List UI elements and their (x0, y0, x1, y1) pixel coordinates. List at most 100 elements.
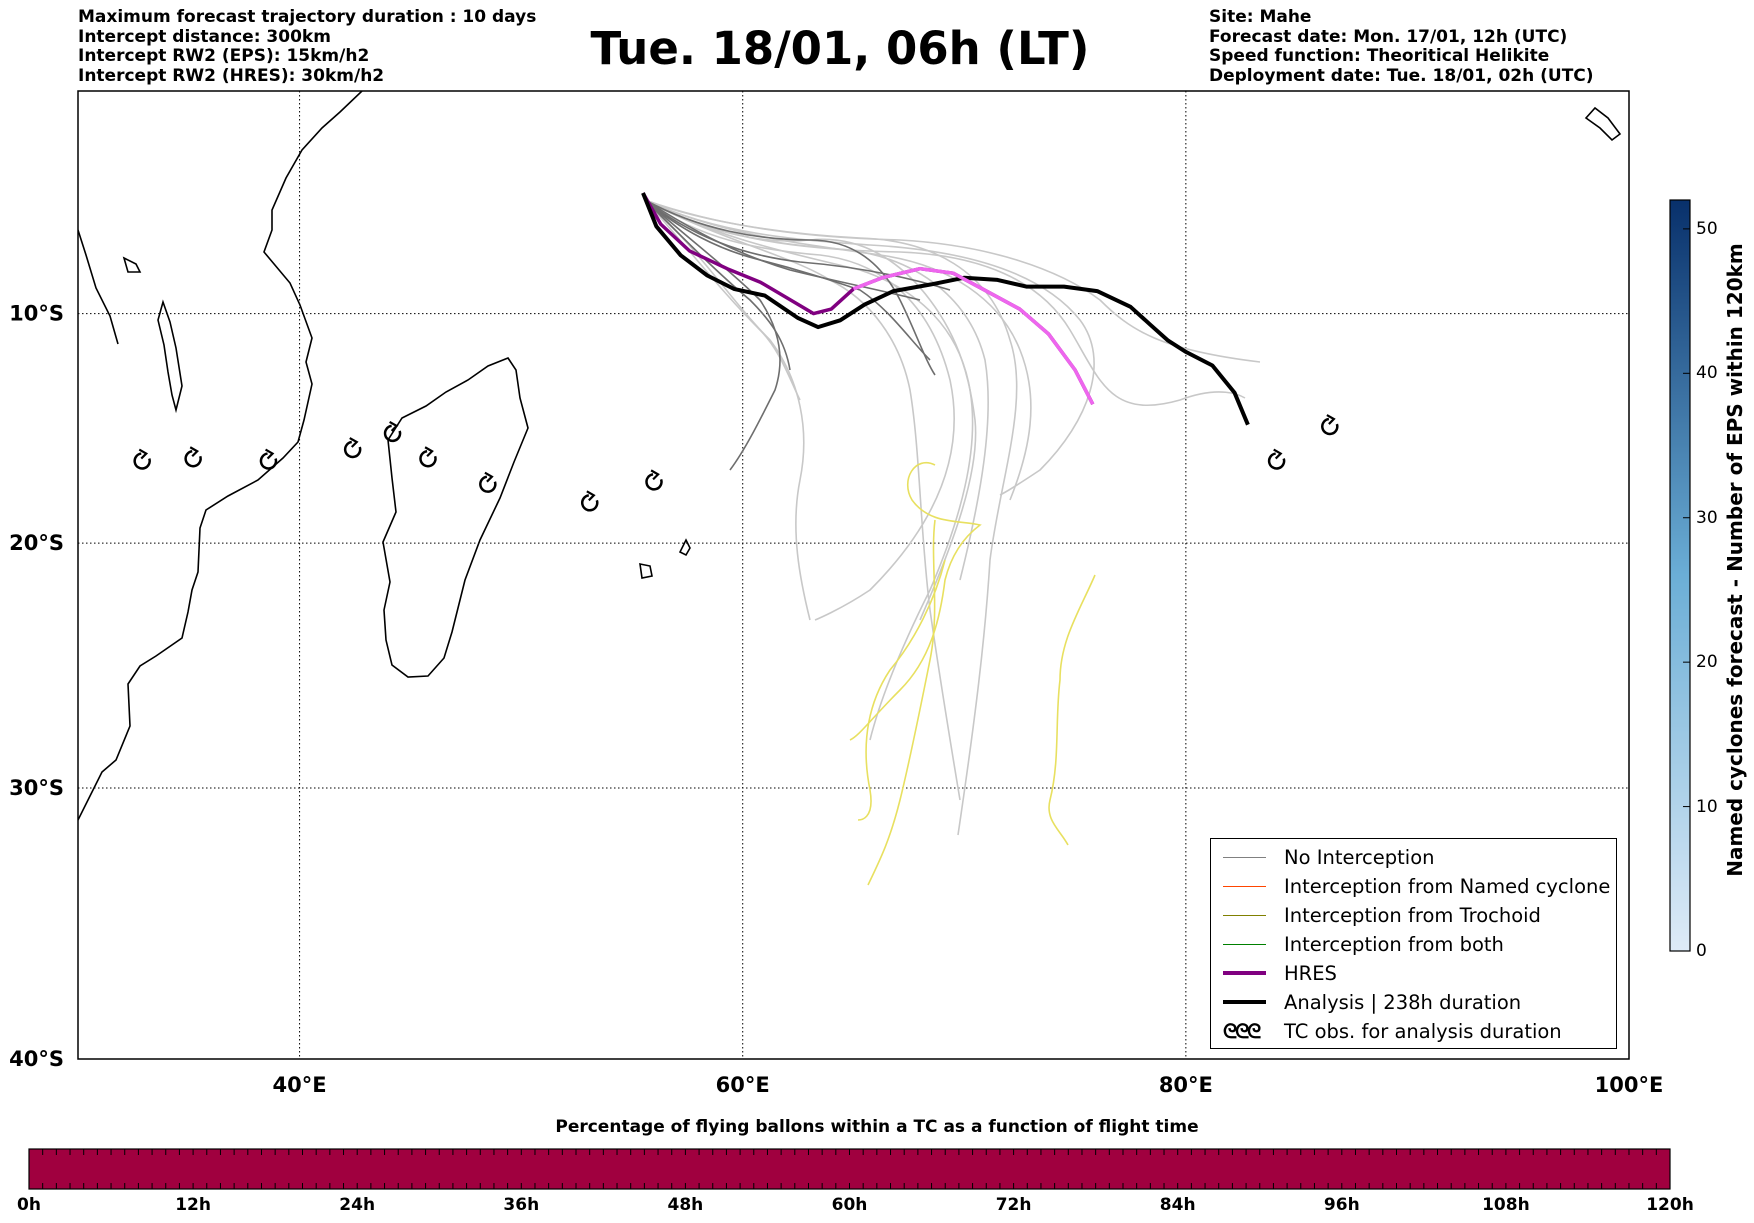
small-island (678, 538, 691, 557)
eps-track-yellow (857, 559, 946, 821)
header-right-line: Deployment date: Tue. 18/01, 02h (UTC) (1209, 65, 1594, 86)
header-left-line: Maximum forecast trajectory duration : 1… (78, 7, 537, 27)
header-left-line: Intercept distance: 300km (78, 26, 331, 47)
eps-track-light (644, 199, 989, 581)
tc-obs-icon (1321, 414, 1339, 436)
latitude-labels: 10°S 20°S 30°S 40°S (9, 302, 64, 1071)
arabia-coastline (78, 229, 119, 345)
vertical-colorbar-title-text: Named cyclones forecast - Number of EPS … (1723, 243, 1747, 877)
header-left-line: Intercept RW2 (HRES): 30km/h2 (78, 65, 385, 86)
header-left-line: Intercept RW2 (EPS): 15km/h2 (78, 46, 370, 66)
eps-track-light (644, 199, 1018, 836)
lat-tick-label: 10°S (9, 302, 64, 326)
eps-track-light (644, 199, 811, 621)
legend-swatch (1223, 914, 1266, 916)
legend-swatch (1223, 856, 1266, 858)
eps-track-dark (644, 199, 936, 376)
lon-tick-label: 80°E (1159, 1073, 1213, 1097)
vertical-colorbar-tick-label: 50 (1696, 218, 1718, 239)
horizontal-colorbar-tick-label: 84h (1159, 1195, 1196, 1215)
tc-obs-icon (419, 446, 437, 468)
legend-swatch (1223, 1000, 1266, 1004)
eps-track-yellow (1048, 574, 1096, 846)
lon-tick-label: 60°E (716, 1073, 770, 1097)
legend-label: TC obs. for analysis duration (1284, 1019, 1562, 1043)
horizontal-colorbar-tick-label: 24h (339, 1195, 376, 1215)
africa-coastline (78, 91, 363, 821)
main-tracks (641, 192, 1250, 426)
legend-item: No Interception (1211, 843, 1435, 871)
horizontal-colorbar-tick-label: 120h (1646, 1195, 1694, 1215)
tc-obs-icon (479, 471, 497, 493)
eps-track-light (644, 199, 1261, 363)
horizontal-colorbar-tick-label: 60h (831, 1195, 868, 1215)
eps-track-light (644, 199, 955, 621)
eps-track-dark (644, 199, 781, 471)
tc-obs-legend-icon: ᘓᘓᘓ (1223, 1019, 1261, 1043)
flight-time-colorbar (28, 1148, 1671, 1190)
eps-track-light (644, 199, 1246, 406)
eps-trajectories (644, 199, 1261, 886)
horizontal-colorbar-tick-label: 72h (995, 1195, 1032, 1215)
tc-obs-icon (259, 448, 278, 470)
legend-item: Interception from both (1211, 930, 1504, 958)
header-right-line: Forecast date: Mon. 17/01, 12h (UTC) (1209, 26, 1568, 47)
horizontal-colorbar-tick-label: 96h (1323, 1195, 1360, 1215)
tc-obs-icon (1267, 448, 1286, 470)
eps-track-yellow (867, 519, 936, 886)
legend-item: ᘓᘓᘓ TC obs. for analysis duration (1211, 1017, 1562, 1045)
eps-track-light (644, 199, 1095, 496)
legend-label: Interception from Named cyclone (1284, 874, 1611, 898)
small-island (1584, 106, 1622, 142)
horizontal-colorbar-tick-label: 0h (17, 1195, 41, 1215)
vertical-colorbar-tick-label: 20 (1696, 652, 1718, 673)
eps-count-colorbar (1669, 199, 1691, 952)
analysis-track (641, 192, 1250, 426)
eps-track-light (644, 199, 1032, 501)
vertical-colorbar-tick-label: 0 (1696, 941, 1707, 961)
horizontal-colorbar-tick-label: 48h (667, 1195, 704, 1215)
legend-item: Interception from Trochoid (1211, 901, 1541, 929)
lat-tick-label: 40°S (9, 1047, 64, 1071)
legend-swatch (1223, 885, 1266, 887)
map-frame (77, 90, 1630, 1060)
eps-track-yellow (849, 462, 982, 741)
vertical-colorbar-tick-label: 10 (1696, 796, 1718, 817)
longitude-labels: 40°E 60°E 80°E 100°E (273, 1073, 1664, 1097)
legend-swatch (1223, 943, 1266, 945)
tc-obs-icon (383, 420, 402, 443)
vertical-colorbar-tick-label: 30 (1696, 507, 1718, 528)
eps-track-light (644, 199, 961, 801)
header-right-line: Speed function: Theoritical Helikite (1209, 46, 1550, 66)
eps-track-dark (644, 199, 931, 361)
madagascar-island (157, 299, 183, 414)
lat-tick-label: 30°S (9, 776, 64, 800)
eps-track-dark (644, 199, 791, 371)
legend-label: Interception from Trochoid (1284, 903, 1541, 927)
vertical-colorbar-tick-label: 40 (1696, 363, 1718, 384)
header-right-line: Site: Mahe (1209, 7, 1312, 27)
tc-obs-icon (645, 469, 663, 491)
small-island (639, 562, 653, 579)
hres-track-late (852, 266, 1095, 406)
eps-track-light (644, 199, 974, 741)
tc-observations (133, 414, 1339, 512)
horizontal-colorbar-title: Percentage of flying ballons within a TC… (555, 1117, 1199, 1137)
legend-item: Interception from Named cyclone (1211, 872, 1610, 900)
eps-track-light (644, 199, 801, 401)
legend-swatch (1223, 971, 1266, 975)
madagascar-coastline (382, 357, 529, 678)
main-title: Tue. 18/01, 06h (LT) (590, 22, 1090, 75)
horizontal-colorbar-tick-label: 108h (1482, 1195, 1530, 1215)
tc-obs-icon (343, 437, 362, 459)
legend-label: Interception from both (1284, 932, 1504, 956)
vertical-colorbar-title: Named cyclones forecast - Number of EPS … (1720, 200, 1750, 920)
eps-track-dark (644, 199, 921, 301)
header-left-info: Maximum forecast trajectory duration : 1… (78, 7, 537, 86)
legend-label: No Interception (1284, 845, 1435, 869)
coastlines (78, 91, 1622, 821)
legend-item: Analysis | 238h duration (1211, 988, 1521, 1016)
lon-tick-label: 100°E (1595, 1073, 1664, 1097)
map-legend: No Interception Interception from Named c… (1210, 838, 1617, 1049)
